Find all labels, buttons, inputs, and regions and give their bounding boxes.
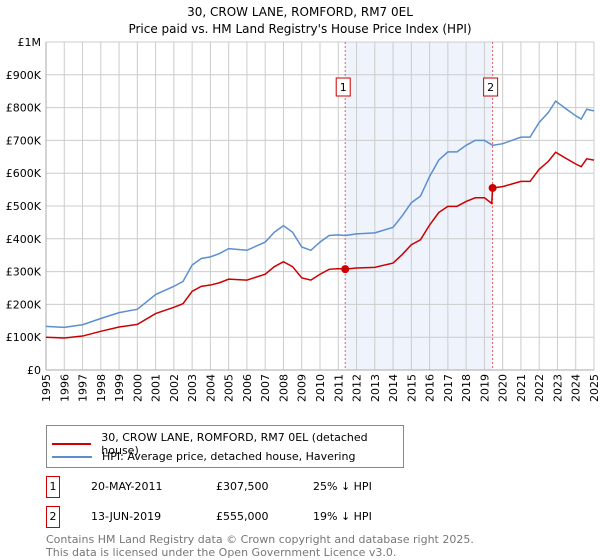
chart-title: 30, CROW LANE, ROMFORD, RM7 0EL [187, 5, 413, 19]
sale-hpi: 19% ↓ HPI [313, 510, 372, 523]
legend-swatch-red [52, 443, 92, 445]
y-tick-label: £700K [6, 134, 42, 147]
x-tick-label: 2003 [186, 374, 199, 402]
legend-item-property: 30, CROW LANE, ROMFORD, RM7 0EL (detache… [47, 431, 403, 457]
x-tick-label: 2000 [131, 374, 144, 402]
hpi-line [45, 99, 595, 329]
x-tick-label: 2007 [259, 374, 272, 402]
x-tick-label: 2012 [351, 374, 364, 402]
x-tick-label: 2022 [533, 374, 546, 402]
sale-label-box [335, 77, 351, 97]
legend: 30, CROW LANE, ROMFORD, RM7 0EL (detache… [46, 425, 404, 468]
x-tick-label: 2021 [515, 374, 528, 402]
sale-price: £307,500 [216, 480, 269, 493]
price-chart: 30, CROW LANE, ROMFORD, RM7 0EL Price pai… [6, 5, 600, 402]
x-tick-label: 2005 [223, 374, 236, 402]
x-tick-label: 1996 [58, 374, 71, 402]
x-tick-label: 2010 [314, 374, 327, 402]
legend-label: HPI: Average price, detached house, Have… [102, 450, 356, 463]
sale-date: 20-MAY-2011 [91, 480, 163, 493]
sale-point [488, 183, 497, 192]
x-tick-label: 2001 [150, 374, 163, 402]
sale-label: 2 [487, 81, 494, 94]
y-tick-label: £300K [6, 266, 42, 279]
y-tick-label: £500K [6, 200, 42, 213]
x-tick-label: 2018 [460, 374, 473, 402]
y-tick-label: £600K [6, 167, 42, 180]
x-tick-label: 2020 [497, 374, 510, 402]
x-tick-label: 1999 [113, 374, 126, 402]
footer-line-1: Contains HM Land Registry data © Crown c… [46, 533, 474, 546]
sale-hpi: 25% ↓ HPI [313, 480, 372, 493]
sale-price: £555,000 [216, 510, 269, 523]
footer-line-2: This data is licensed under the Open Gov… [46, 546, 397, 559]
x-tick-label: 2019 [478, 374, 491, 402]
x-tick-label: 2015 [405, 374, 418, 402]
x-tick-label: 2024 [570, 374, 583, 402]
y-tick-label: £1M [18, 36, 42, 49]
y-tick-label: £0 [27, 364, 41, 377]
sale-number: 1 [46, 476, 60, 498]
x-tick-label: 2006 [241, 374, 254, 402]
sale-label-box [483, 77, 499, 97]
x-tick-label: 2002 [168, 374, 181, 402]
sale-number: 2 [46, 506, 60, 528]
legend-label: 30, CROW LANE, ROMFORD, RM7 0EL (detache… [101, 431, 368, 457]
x-tick-label: 2016 [424, 374, 437, 402]
y-tick-label: £400K [6, 233, 42, 246]
sale-point [341, 265, 350, 274]
x-tick-label: 2004 [204, 374, 217, 402]
chart-subtitle: Price paid vs. HM Land Registry's House … [128, 22, 471, 36]
x-tick-label: 2011 [332, 374, 345, 402]
sale-date: 13-JUN-2019 [91, 510, 162, 523]
footer: Contains HM Land Registry data © Crown c… [46, 533, 474, 559]
y-tick-label: £100K [6, 331, 42, 344]
x-tick-label: 2025 [588, 374, 600, 402]
x-tick-label: 1998 [95, 374, 108, 402]
x-tick-label: 2014 [387, 374, 400, 402]
x-tick-label: 2023 [551, 374, 564, 402]
sale-label: 1 [340, 81, 347, 94]
x-tick-label: 2013 [369, 374, 382, 402]
x-tick-label: 2008 [277, 374, 290, 402]
y-tick-label: £200K [6, 298, 42, 311]
x-tick-label: 1995 [40, 374, 53, 402]
legend-item-hpi: HPI: Average price, detached house, Have… [47, 450, 355, 463]
y-tick-label: £900K [6, 69, 42, 82]
legend-swatch-blue [52, 455, 92, 458]
property-line [45, 151, 595, 339]
x-tick-label: 2009 [296, 374, 309, 402]
y-tick-label: £800K [6, 102, 42, 115]
x-tick-label: 1997 [77, 374, 90, 402]
x-tick-label: 2017 [442, 374, 455, 402]
